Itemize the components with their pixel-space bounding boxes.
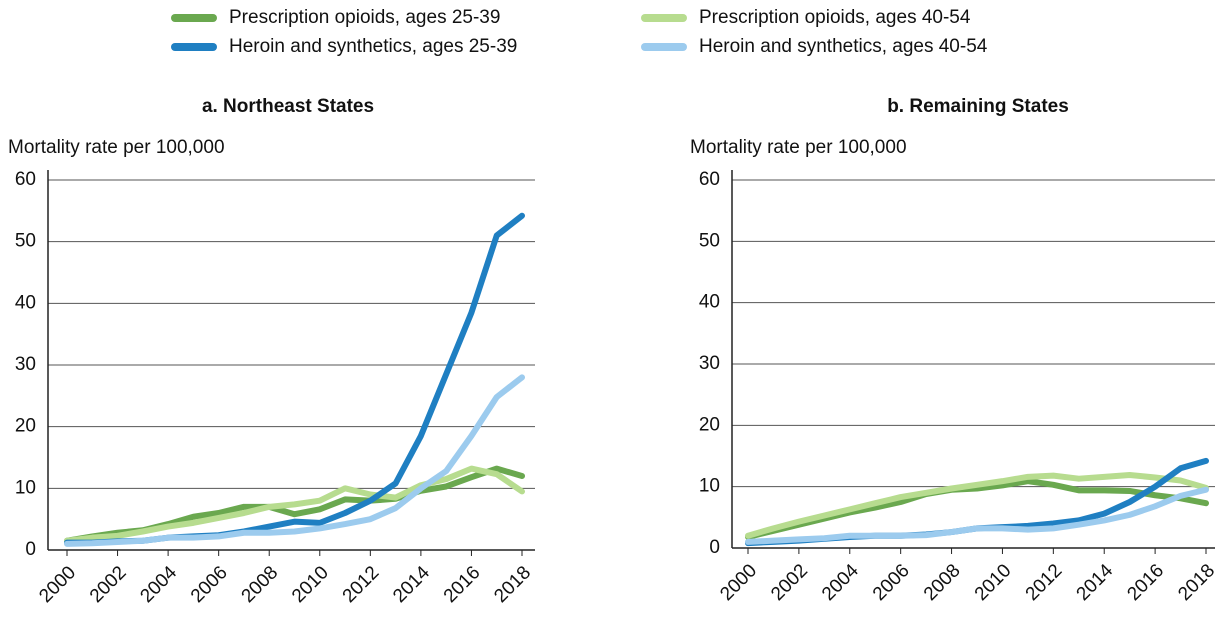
- y-tick-label: 60: [15, 169, 36, 190]
- x-tick-label: 2000: [716, 560, 761, 605]
- x-tick-label: 2002: [767, 560, 812, 605]
- x-tick-label: 2018: [490, 562, 535, 607]
- x-tick-label: 2014: [389, 562, 434, 607]
- y-axis-label: Mortality rate per 100,000: [690, 137, 907, 158]
- legend-label: Prescription opioids, ages 40-54: [699, 7, 971, 28]
- x-tick-label: 2004: [136, 562, 181, 607]
- legend-label: Heroin and synthetics, ages 25-39: [229, 36, 517, 57]
- x-tick-label: 2016: [440, 562, 485, 607]
- y-tick-label: 0: [25, 539, 36, 560]
- x-tick-label: 2012: [1022, 560, 1067, 605]
- y-tick-label: 40: [15, 292, 36, 313]
- y-axis-label: Mortality rate per 100,000: [8, 137, 225, 158]
- series-line: [64, 374, 525, 547]
- series-line: [745, 486, 1209, 545]
- y-tick-label: 30: [699, 353, 720, 374]
- y-tick-label: 0: [709, 537, 720, 558]
- x-tick-label: 2010: [288, 562, 333, 607]
- chart-title: a. Northeast States: [202, 96, 374, 117]
- y-tick-label: 20: [699, 414, 720, 435]
- x-tick-label: 2016: [1123, 560, 1168, 605]
- y-tick-label: 20: [15, 416, 36, 437]
- chart-title: b. Remaining States: [887, 96, 1069, 117]
- series-line: [64, 212, 525, 546]
- y-tick-label: 10: [699, 476, 720, 497]
- x-tick-label: 2014: [1073, 560, 1118, 605]
- y-tick-label: 10: [15, 477, 36, 498]
- x-tick-label: 2008: [920, 560, 965, 605]
- x-tick-label: 2012: [339, 562, 384, 607]
- series-line: [64, 465, 525, 544]
- legend-label: Prescription opioids, ages 25-39: [229, 7, 500, 28]
- x-tick-label: 2006: [187, 562, 232, 607]
- y-tick-label: 60: [699, 169, 720, 190]
- x-tick-label: 2000: [35, 562, 80, 607]
- series-line: [745, 472, 1209, 539]
- y-tick-label: 50: [699, 230, 720, 251]
- x-tick-label: 2018: [1174, 560, 1219, 605]
- x-tick-label: 2006: [869, 560, 914, 605]
- x-tick-label: 2008: [238, 562, 283, 607]
- y-tick-label: 40: [699, 292, 720, 313]
- x-tick-label: 2002: [86, 562, 131, 607]
- y-tick-label: 50: [15, 231, 36, 252]
- x-tick-label: 2004: [818, 560, 863, 605]
- legend-label: Heroin and synthetics, ages 40-54: [699, 36, 988, 57]
- x-tick-label: 2010: [971, 560, 1016, 605]
- y-tick-label: 30: [15, 354, 36, 375]
